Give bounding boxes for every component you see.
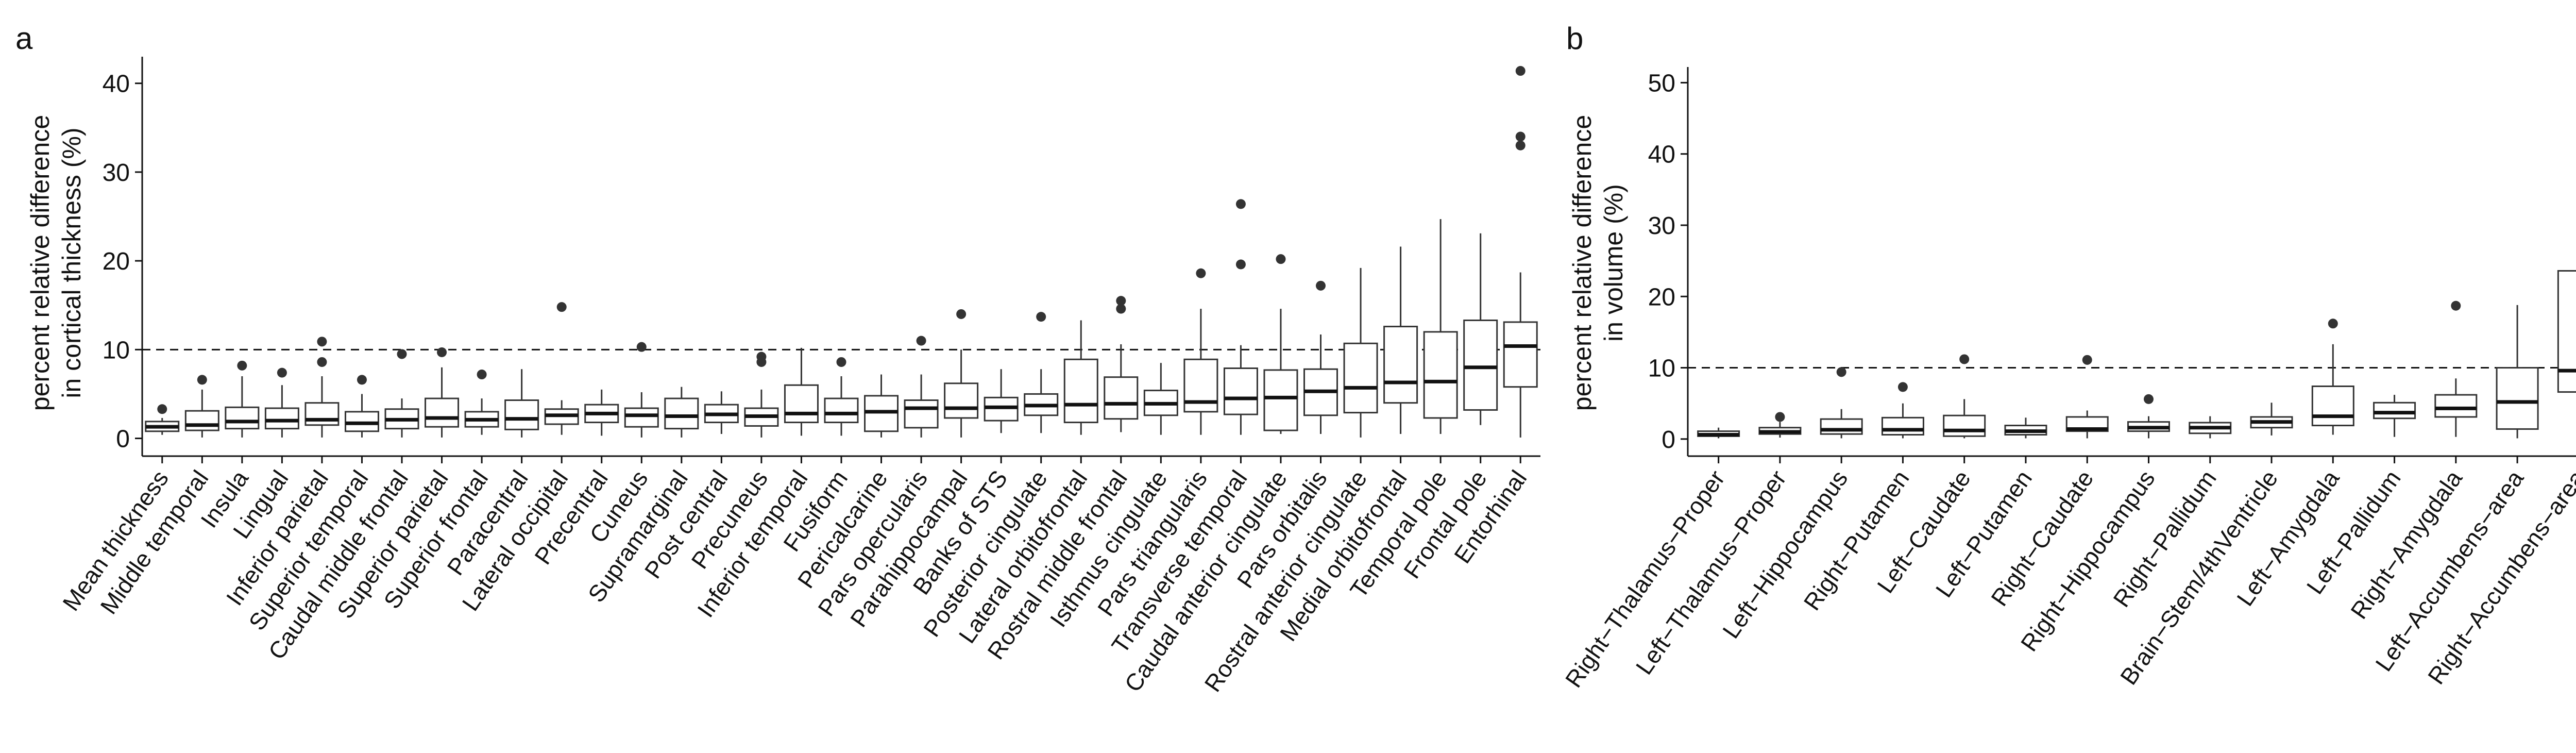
panel-b-outlier-point — [2328, 319, 2338, 329]
panel-a-outlier-point — [1515, 66, 1526, 76]
panel-a-box — [184, 410, 219, 431]
panel-a-box — [784, 384, 819, 424]
panel-b-box — [2373, 401, 2416, 420]
panel-a-box — [225, 406, 260, 430]
panel-a-outlier-point — [157, 404, 167, 414]
panel-a-outlier-point — [197, 375, 207, 385]
panel-a-box — [664, 397, 699, 430]
panel-b-box — [1820, 418, 1863, 435]
panel-a-outlier-point — [916, 336, 926, 346]
panel-b-outlier-point — [2451, 300, 2461, 311]
panel-b-box — [2434, 394, 2478, 418]
panel-a-box — [944, 382, 979, 419]
panel-a-outlier-point — [277, 367, 287, 378]
panel-b-outlier-point — [1897, 382, 1908, 392]
panel-a-box — [1223, 367, 1258, 415]
panel-b-category-label: Right−Amygdala — [2345, 465, 2467, 624]
panel-b-box — [1943, 414, 1986, 437]
panel-a-box — [1503, 321, 1538, 388]
panel-a-box — [264, 407, 299, 430]
panel-a-chart: a percent relative difference in cortica… — [15, 21, 1540, 697]
panel-a-outlier-point — [1276, 254, 1286, 264]
panel-a-outlier-point — [636, 342, 647, 352]
panel-a-box — [824, 397, 859, 424]
panel-a-outlier-point — [956, 309, 967, 319]
panel-a-box — [1383, 326, 1418, 404]
panel-b-outlier-point — [1836, 367, 1846, 377]
panel-b-y-tick-label: 40 — [1648, 141, 1675, 169]
panel-a-y-tick-label: 20 — [103, 248, 130, 275]
panel-a-outlier-point — [1235, 259, 1246, 270]
panel-b-outlier-point — [2144, 394, 2154, 404]
panel-a-outlier-point — [1515, 140, 1526, 150]
panel-a-box — [1183, 358, 1218, 413]
panel-b-y-tick-label: 10 — [1648, 355, 1675, 382]
panel-a-box — [904, 399, 939, 429]
panel-a-box — [304, 402, 340, 426]
panel-b-y-tick-label: 20 — [1648, 283, 1675, 311]
panel-a-ylabel-line-1: percent relative difference — [26, 115, 55, 411]
panel-a-box — [504, 399, 539, 430]
panel-b-box — [2496, 367, 2539, 430]
panel-b-box — [1881, 416, 1924, 436]
panel-a-outlier-point — [1515, 131, 1526, 142]
panel-a-outlier-point — [357, 375, 367, 385]
panel-a-y-tick-label: 30 — [103, 159, 130, 187]
panel-a-outlier-point — [317, 357, 327, 367]
panel-b-y-tick-label: 0 — [1662, 426, 1675, 454]
panel-b-box — [2557, 270, 2576, 393]
panel-b-chart: b percent relative difference in volume … — [1560, 21, 2576, 692]
panel-a-outlier-point — [1116, 304, 1126, 314]
panel-a-outlier-point — [556, 302, 567, 312]
panel-a-y-tick-label: 40 — [103, 71, 130, 98]
panel-b-outlier-point — [1959, 354, 1970, 364]
panel-a-outlier-point — [836, 357, 846, 367]
panel-a-box — [1463, 320, 1498, 411]
panel-a-outlier-point — [237, 360, 247, 371]
panel-b-ylabel-line-1: percent relative difference — [1568, 115, 1597, 411]
panel-a-box — [1343, 342, 1378, 414]
panel-a-outlier-point — [397, 349, 407, 359]
panel-a-outlier-point — [1316, 280, 1326, 291]
panel-a-outlier-point — [437, 347, 447, 357]
panel-b-label: b — [1566, 21, 1583, 56]
panel-b-y-tick-label: 50 — [1648, 70, 1675, 97]
panel-a-label: a — [15, 21, 33, 56]
panel-a-outlier-point — [1036, 312, 1046, 322]
panel-a-outlier-point — [317, 337, 327, 347]
panel-a-box — [624, 407, 659, 428]
panel-a-outlier-point — [1116, 296, 1126, 306]
panel-a-outlier-point — [1235, 199, 1246, 209]
panel-a-box — [1263, 369, 1298, 431]
panel-a-ylabel-line-2: in cortical thickness (%) — [57, 127, 86, 398]
panel-a-y-tick-label: 0 — [116, 426, 130, 453]
panel-a-outlier-point — [756, 352, 767, 362]
panel-b-outlier-point — [1775, 412, 1785, 422]
panel-a-box — [1063, 358, 1098, 424]
panel-a-outlier-point — [1196, 268, 1206, 278]
panel-b-y-tick-label: 30 — [1648, 212, 1675, 240]
panel-b-ylabel-line-2: in volume (%) — [1599, 184, 1628, 342]
panel-a-y-tick-label: 10 — [103, 337, 130, 364]
panel-b-outlier-point — [2082, 355, 2092, 365]
panel-a-outlier-point — [477, 370, 487, 380]
panel-a-box — [425, 397, 460, 428]
panel-b-box — [2311, 385, 2354, 427]
panel-a-box — [1423, 331, 1458, 419]
panel-a-box — [1104, 376, 1139, 420]
